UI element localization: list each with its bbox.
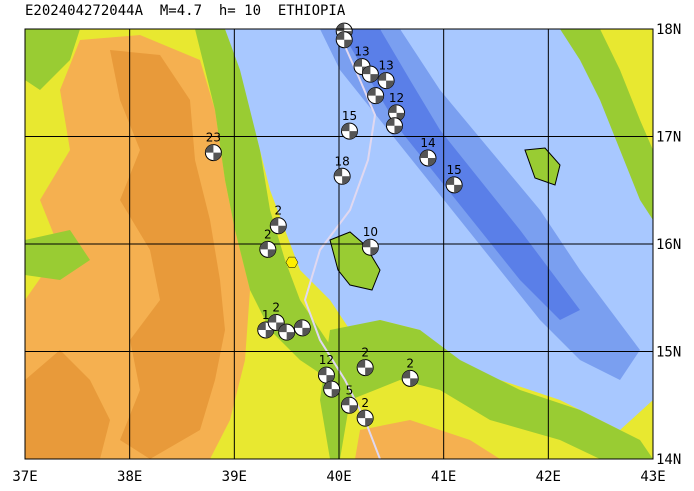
beachball-quadrant bbox=[257, 322, 274, 338]
event-depth-label: 13 bbox=[378, 59, 393, 73]
terrain-mountain bbox=[110, 50, 225, 459]
focal-mechanism bbox=[278, 323, 296, 341]
event-depth-label: 2 bbox=[361, 346, 369, 360]
beachball-quadrant bbox=[278, 324, 295, 341]
focal-mechanism bbox=[377, 72, 395, 90]
focal-mechanism bbox=[333, 167, 351, 185]
lat-tick-label: 18N bbox=[656, 22, 681, 38]
event-depth-label: 13 bbox=[354, 45, 369, 59]
beachball-quadrant bbox=[357, 359, 374, 376]
focal-mechanism bbox=[323, 380, 341, 398]
beachball-quadrant bbox=[205, 144, 222, 161]
beachball-quadrant bbox=[259, 241, 276, 258]
focal-mechanism bbox=[361, 65, 379, 83]
axis-labels: 37E 38E 39E 40E 41E 42E 43E 18N 17N 16N 15N 14N bbox=[12, 22, 681, 485]
focal-mechanism bbox=[259, 240, 277, 258]
event-depth-label: 15 bbox=[342, 109, 357, 123]
rift-track bbox=[303, 34, 381, 459]
focal-mechanism bbox=[361, 238, 379, 256]
lat-tick-label: 16N bbox=[656, 237, 681, 253]
beachball-quadrant bbox=[357, 410, 374, 427]
beachball-quadrant bbox=[336, 31, 353, 48]
focal-mechanism bbox=[419, 149, 437, 167]
event-depth-label: 23 bbox=[206, 131, 221, 145]
terrain-coast-west bbox=[195, 29, 340, 380]
terrain-coast-patch bbox=[25, 230, 90, 280]
sea-shallow bbox=[225, 29, 653, 430]
beachball-quadrant bbox=[362, 239, 379, 256]
event-depth-label: 2 bbox=[274, 204, 282, 218]
beachball-quadrant bbox=[362, 66, 379, 83]
lat-tick-label: 14N bbox=[656, 452, 681, 468]
terrain-coast-patch bbox=[25, 29, 80, 90]
focal-mechanism bbox=[340, 396, 358, 414]
event-depth-label: 2 bbox=[406, 356, 414, 370]
terrain-mountain-ridge bbox=[25, 350, 110, 459]
focal-mechanism bbox=[367, 87, 385, 105]
event-depth-label: 2 bbox=[264, 227, 272, 241]
event-depth-label: 14 bbox=[420, 136, 435, 150]
map-title: E202404272044A M=4.7 h= 10 ETHIOPIA bbox=[25, 3, 346, 19]
beachball-quadrant bbox=[402, 370, 419, 387]
beachball-quadrant bbox=[294, 319, 311, 336]
beachball-quadrant bbox=[341, 397, 358, 414]
focal-mechanism bbox=[317, 366, 335, 384]
lon-tick-label: 39E bbox=[222, 469, 247, 485]
beachball-quadrant bbox=[341, 123, 358, 140]
event-depth-label: 12 bbox=[319, 353, 334, 367]
beachball-quadrant bbox=[334, 168, 351, 185]
terrain-peninsula-highland bbox=[355, 420, 500, 459]
sea-deep bbox=[340, 29, 580, 320]
lon-tick-label: 42E bbox=[536, 469, 561, 485]
event-depth-label: 15 bbox=[446, 163, 461, 177]
beachball-quadrant bbox=[367, 87, 384, 104]
focal-mechanism bbox=[335, 31, 353, 49]
event-depth-label: 1 bbox=[262, 308, 270, 322]
beachball-quadrant bbox=[446, 176, 463, 193]
beachball-quadrant bbox=[318, 367, 335, 384]
lon-tick-label: 43E bbox=[640, 469, 665, 485]
map-frame bbox=[24, 28, 654, 460]
event-depth-label: 18 bbox=[334, 154, 349, 168]
focal-mechanism bbox=[204, 144, 222, 162]
beachball-quadrant bbox=[268, 314, 285, 331]
focal-mechanism bbox=[267, 313, 285, 331]
epicenter-marker bbox=[285, 256, 299, 268]
island-east bbox=[524, 147, 561, 186]
lon-tick-label: 41E bbox=[431, 469, 456, 485]
lon-tick-label: 38E bbox=[117, 469, 142, 485]
lon-tick-label: 37E bbox=[12, 469, 37, 485]
beachball-quadrant bbox=[270, 217, 287, 234]
event-depth-label: 5 bbox=[346, 383, 354, 397]
lat-tick-label: 17N bbox=[656, 130, 681, 146]
lat-tick-label: 15N bbox=[656, 345, 681, 361]
focal-mechanism bbox=[269, 217, 287, 235]
event-depth-label: 2 bbox=[361, 396, 369, 410]
beachball-quadrant bbox=[419, 150, 436, 166]
focal-mechanism bbox=[293, 319, 311, 337]
terrain-plain-east bbox=[600, 29, 653, 150]
focal-mechanism bbox=[401, 369, 419, 387]
focal-mechanism bbox=[385, 117, 403, 135]
beachball-quadrant bbox=[323, 381, 340, 398]
focal-mechanism bbox=[356, 359, 374, 377]
lon-tick-label: 40E bbox=[326, 469, 351, 485]
beachball-quadrant bbox=[386, 117, 403, 134]
island-dahlak bbox=[329, 231, 381, 291]
event-depth-label: 12 bbox=[389, 91, 404, 105]
beachball-quadrant bbox=[378, 72, 395, 89]
focal-mechanism bbox=[356, 409, 374, 427]
focal-mechanism bbox=[445, 176, 463, 194]
event-depth-label: 10 bbox=[363, 225, 378, 239]
focal-mechanism bbox=[340, 122, 358, 140]
event-depth-label: 2 bbox=[272, 300, 280, 314]
beachball-quadrant bbox=[388, 104, 405, 121]
